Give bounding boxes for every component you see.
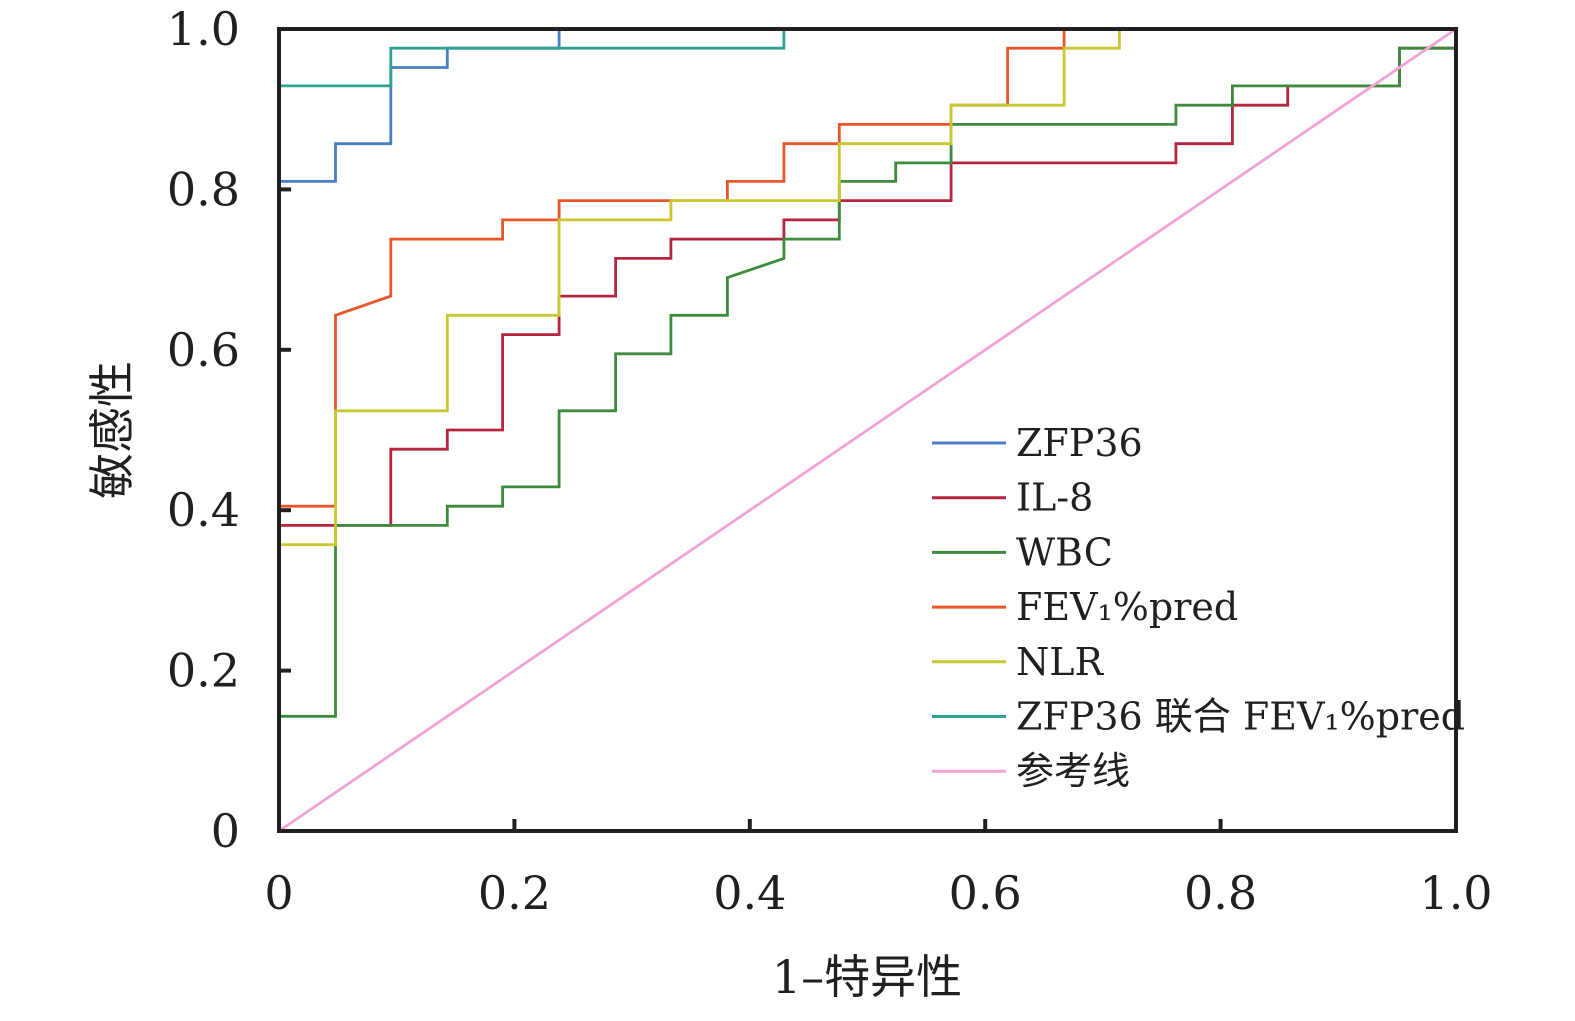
y-tick-label: 0.2 — [167, 644, 240, 698]
y-tick-label: 0.6 — [167, 323, 240, 377]
legend: ZFP36 IL-8 WBC FEV₁%pred NLR ZFP36 联合 FEV₁%pr… — [932, 421, 1465, 793]
x-tick-label: 0.2 — [478, 866, 551, 920]
series-line-2-il-8 — [277, 29, 1458, 831]
x-tick-label: 0.8 — [1184, 866, 1257, 920]
x-tick-label: 0 — [264, 866, 293, 920]
legend-label-4: FEV₁%pred — [1016, 585, 1238, 629]
series-line-4-fev-pred — [277, 27, 1456, 831]
series-line-3-wbc — [277, 29, 1458, 831]
x-tick-label: 0.6 — [949, 866, 1022, 920]
series-line-5-nlr — [277, 27, 1456, 831]
y-tick-label: 0.8 — [167, 162, 240, 216]
plot-frame — [277, 27, 1458, 833]
y-tick-label: 0.4 — [167, 483, 240, 537]
x-tick-label: 1.0 — [1419, 866, 1492, 920]
legend-label-3: WBC — [1016, 530, 1113, 574]
y-axis-title: 敏感性 — [85, 361, 139, 499]
legend-label-1: ZFP36 — [1016, 421, 1143, 465]
series-line-7-series — [278, 27, 1457, 833]
x-axis-title: 1–特异性 — [772, 950, 962, 1004]
legend-label-7: 参考线 — [1016, 749, 1130, 793]
legend-label-2: IL-8 — [1016, 476, 1093, 520]
ticks-layer: 0 0.2 0.4 0.6 0.8 1.0 0 0.2 0.4 0.6 0.8 1.0 — [167, 2, 1493, 920]
x-tick-label: 0.4 — [713, 866, 786, 920]
y-tick-label: 1.0 — [167, 2, 240, 56]
legend-label-6: ZFP36 联合 FEV₁%pred — [1016, 695, 1465, 739]
legend-label-5: NLR — [1016, 640, 1104, 684]
y-tick-label: 0 — [211, 804, 240, 858]
